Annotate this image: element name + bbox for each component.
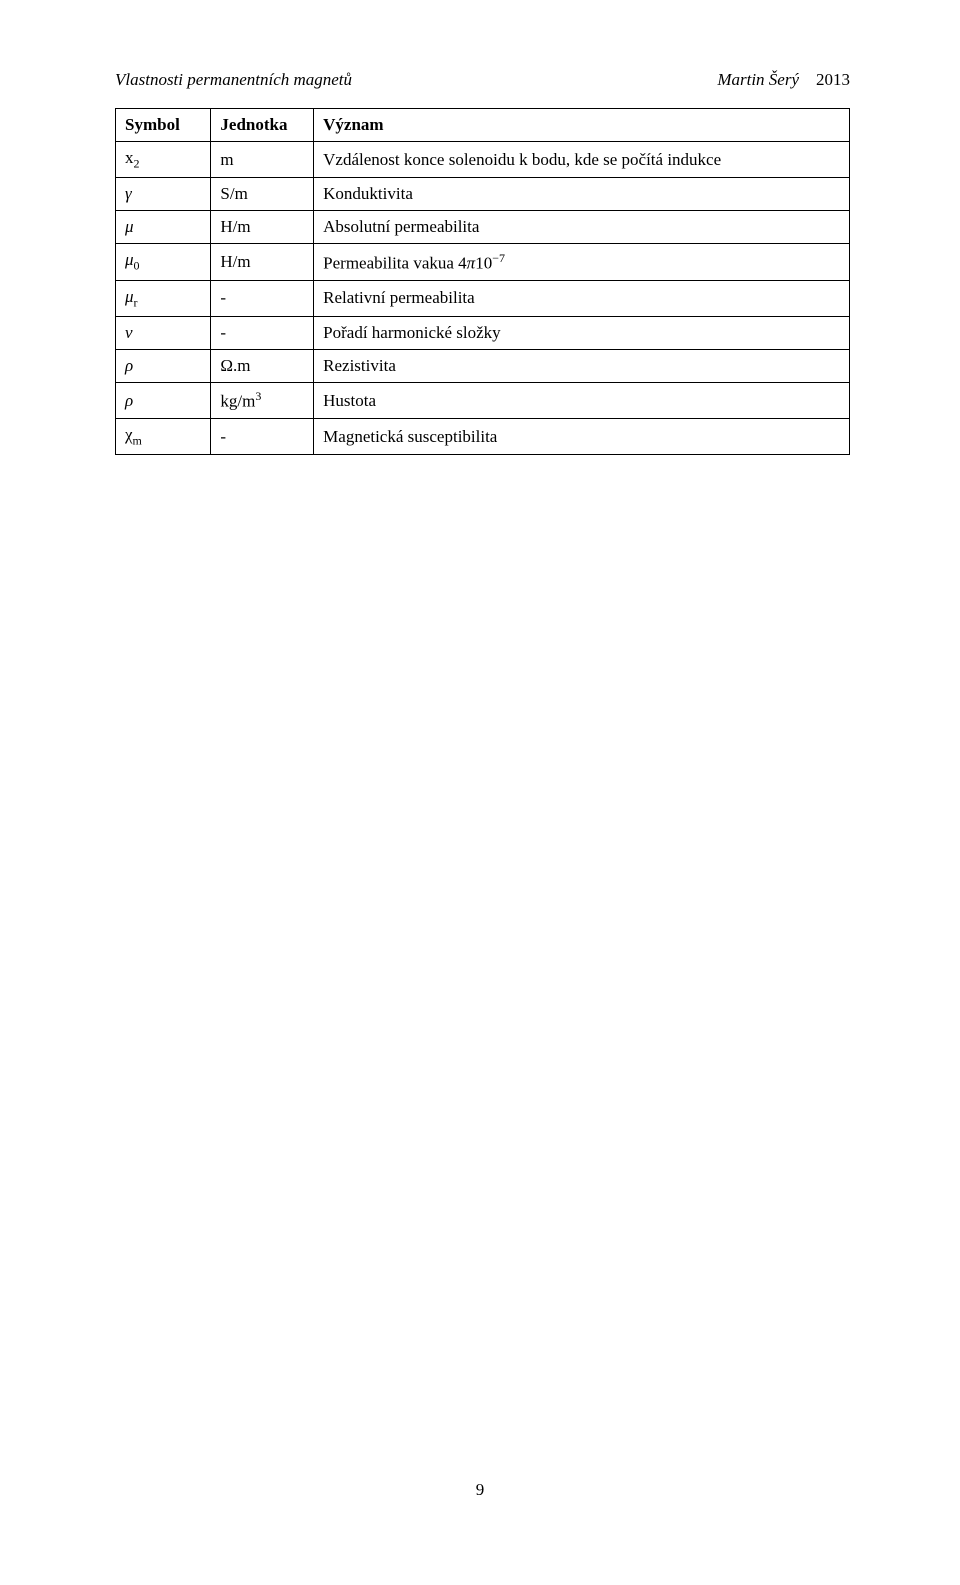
table-row: χm-Magnetická susceptibilita: [116, 418, 850, 454]
table-row: ρΩ.mRezistivita: [116, 350, 850, 383]
header-right: Martin Šerý 2013: [717, 70, 850, 90]
header-author: Martin Šerý: [717, 70, 799, 89]
header-left: Vlastnosti permanentních magnetů: [115, 70, 352, 90]
cell-meaning: Vzdálenost konce solenoidu k bodu, kde s…: [314, 142, 850, 178]
cell-symbol: ν: [116, 317, 211, 350]
symbols-table: Symbol Jednotka Význam x2mVzdálenost kon…: [115, 108, 850, 455]
cell-symbol: x2: [116, 142, 211, 178]
cell-symbol: μr: [116, 280, 211, 316]
cell-unit: S/m: [211, 178, 314, 211]
page-header: Vlastnosti permanentních magnetů Martin …: [115, 70, 850, 90]
cell-symbol: χm: [116, 418, 211, 454]
cell-symbol: ρ: [116, 350, 211, 383]
cell-unit: Ω.m: [211, 350, 314, 383]
cell-meaning: Konduktivita: [314, 178, 850, 211]
table-row: ν-Pořadí harmonické složky: [116, 317, 850, 350]
cell-unit: H/m: [211, 211, 314, 244]
cell-unit: m: [211, 142, 314, 178]
table-row: γS/mKonduktivita: [116, 178, 850, 211]
cell-meaning: Relativní permeabilita: [314, 280, 850, 316]
cell-symbol: μ: [116, 211, 211, 244]
cell-meaning: Permeabilita vakua 4π10−7: [314, 244, 850, 280]
header-unit: Jednotka: [211, 109, 314, 142]
table-row: ρkg/m3Hustota: [116, 383, 850, 419]
table-row: x2mVzdálenost konce solenoidu k bodu, kd…: [116, 142, 850, 178]
cell-unit: -: [211, 280, 314, 316]
header-year: 2013: [816, 70, 850, 89]
header-meaning: Význam: [314, 109, 850, 142]
cell-unit: kg/m3: [211, 383, 314, 419]
table-row: μ0H/mPermeabilita vakua 4π10−7: [116, 244, 850, 280]
cell-symbol: μ0: [116, 244, 211, 280]
cell-unit: -: [211, 418, 314, 454]
table-header-row: Symbol Jednotka Význam: [116, 109, 850, 142]
cell-meaning: Pořadí harmonické složky: [314, 317, 850, 350]
cell-meaning: Absolutní permeabilita: [314, 211, 850, 244]
header-symbol: Symbol: [116, 109, 211, 142]
cell-symbol: ρ: [116, 383, 211, 419]
table-row: μH/mAbsolutní permeabilita: [116, 211, 850, 244]
cell-meaning: Rezistivita: [314, 350, 850, 383]
cell-symbol: γ: [116, 178, 211, 211]
table-body: x2mVzdálenost konce solenoidu k bodu, kd…: [116, 142, 850, 455]
cell-meaning: Hustota: [314, 383, 850, 419]
table-row: μr-Relativní permeabilita: [116, 280, 850, 316]
cell-unit: -: [211, 317, 314, 350]
page-number: 9: [0, 1480, 960, 1500]
cell-unit: H/m: [211, 244, 314, 280]
cell-meaning: Magnetická susceptibilita: [314, 418, 850, 454]
